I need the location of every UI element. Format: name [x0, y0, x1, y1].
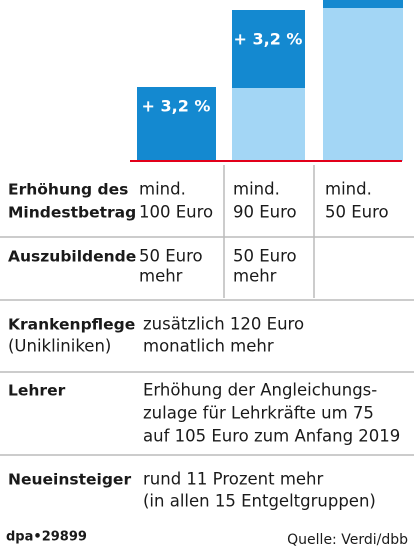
- row-subheading: (Unikliniken): [8, 337, 111, 356]
- bar-base: [232, 88, 305, 161]
- cell-text: 50 Euro: [325, 203, 389, 222]
- bar-label: + 3,2 %: [234, 30, 303, 49]
- cell-text: 100 Euro: [139, 203, 213, 222]
- cell-text: mind.: [233, 180, 280, 199]
- row-text: auf 105 Euro zum Anfang 2019: [143, 427, 400, 446]
- cell-text: 50 Euro: [233, 247, 297, 266]
- row-text: (in allen 15 Entgeltgruppen): [143, 492, 376, 511]
- row-text: Erhöhung der Angleichungs-: [143, 381, 377, 400]
- row-heading: Auszubildende: [8, 248, 136, 266]
- cell-text: mind.: [325, 180, 372, 199]
- row-text: zulage für Lehrkräfte um 75: [143, 404, 374, 423]
- row-heading: Lehrer: [8, 382, 66, 400]
- bar-label: + 3,2 %: [142, 97, 211, 116]
- footer-id: dpa•29899: [6, 530, 87, 545]
- row-text: zusätzlich 120 Euro: [143, 315, 304, 334]
- bar-increase: [232, 10, 305, 88]
- row-text: rund 11 Prozent mehr: [143, 470, 323, 489]
- row-heading: Neueinsteiger: [8, 471, 131, 489]
- row-heading: Mindestbetrag: [8, 204, 136, 222]
- bar-increase: [137, 87, 216, 161]
- row-heading: Krankenpflege: [8, 316, 135, 334]
- cell-text: 50 Euro: [139, 247, 203, 266]
- row-text: monatlich mehr: [143, 337, 274, 356]
- cell-text: mehr: [139, 267, 183, 286]
- row-heading: Erhöhung des: [8, 181, 128, 199]
- cell-text: 90 Euro: [233, 203, 297, 222]
- bar-base: [323, 8, 403, 161]
- cell-text: mehr: [233, 267, 277, 286]
- separators: [0, 165, 414, 456]
- cell-text: mind.: [139, 180, 186, 199]
- bar-increase: [323, 0, 403, 8]
- footer-source: Quelle: Verdi/dbb: [287, 532, 408, 548]
